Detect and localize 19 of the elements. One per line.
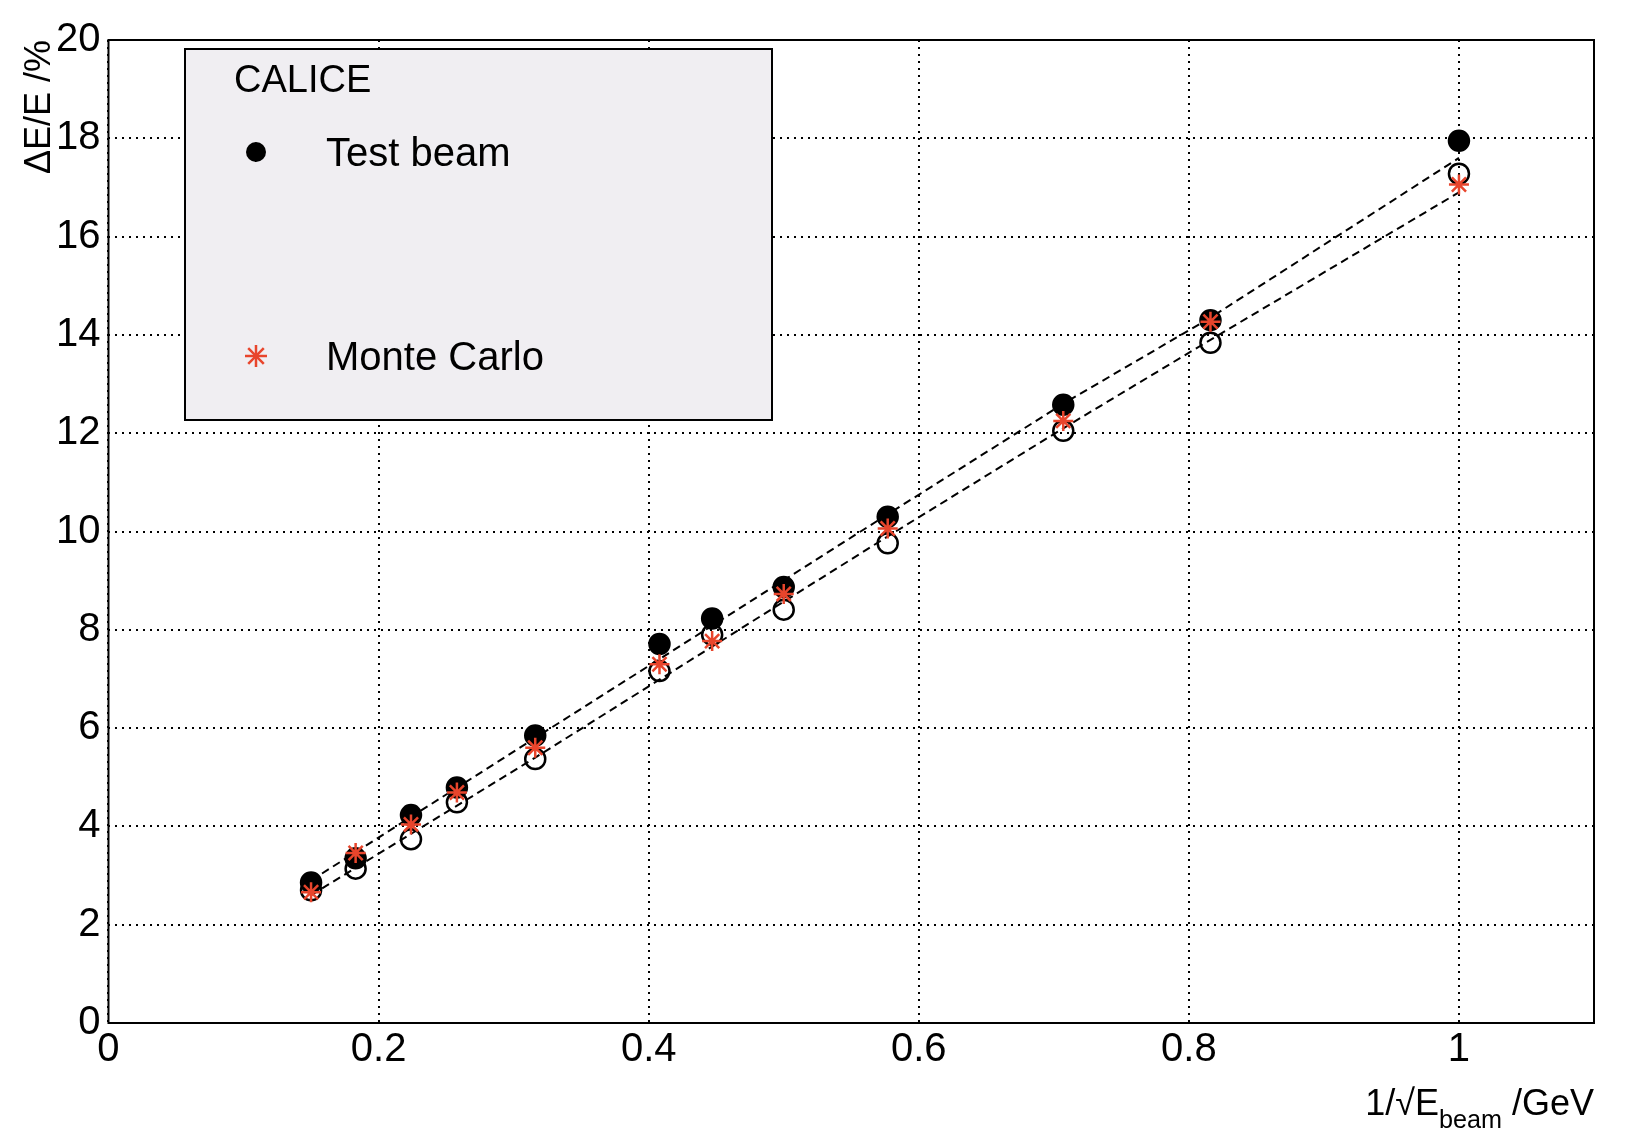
x-tick-label: 0.8 — [1161, 1025, 1217, 1070]
legend-title: CALICE — [233, 58, 373, 101]
x-tick-label: 0.6 — [890, 1025, 947, 1070]
legend-label: Test beam — [326, 129, 511, 175]
y-tick-label: 10 — [55, 506, 101, 551]
y-tick-label: 12 — [55, 408, 101, 453]
y-tick-label: 14 — [55, 309, 101, 354]
y-tick-label: 8 — [78, 604, 101, 649]
legend-label: Monte Carlo — [326, 333, 544, 379]
y-tick-label: 4 — [78, 801, 101, 846]
y-tick-label: 20 — [55, 15, 101, 60]
y-axis-title: ΔE/E /% — [17, 39, 58, 175]
y-tick-label: 6 — [78, 703, 101, 748]
y-tick-label: 16 — [55, 211, 101, 256]
x-tick-label: 0.2 — [350, 1025, 407, 1070]
y-tick-label: 18 — [55, 113, 101, 158]
y-tick-label: 2 — [78, 899, 101, 944]
x-tick-label: 1 — [1447, 1025, 1471, 1070]
x-tick-label: 0.4 — [620, 1025, 677, 1070]
